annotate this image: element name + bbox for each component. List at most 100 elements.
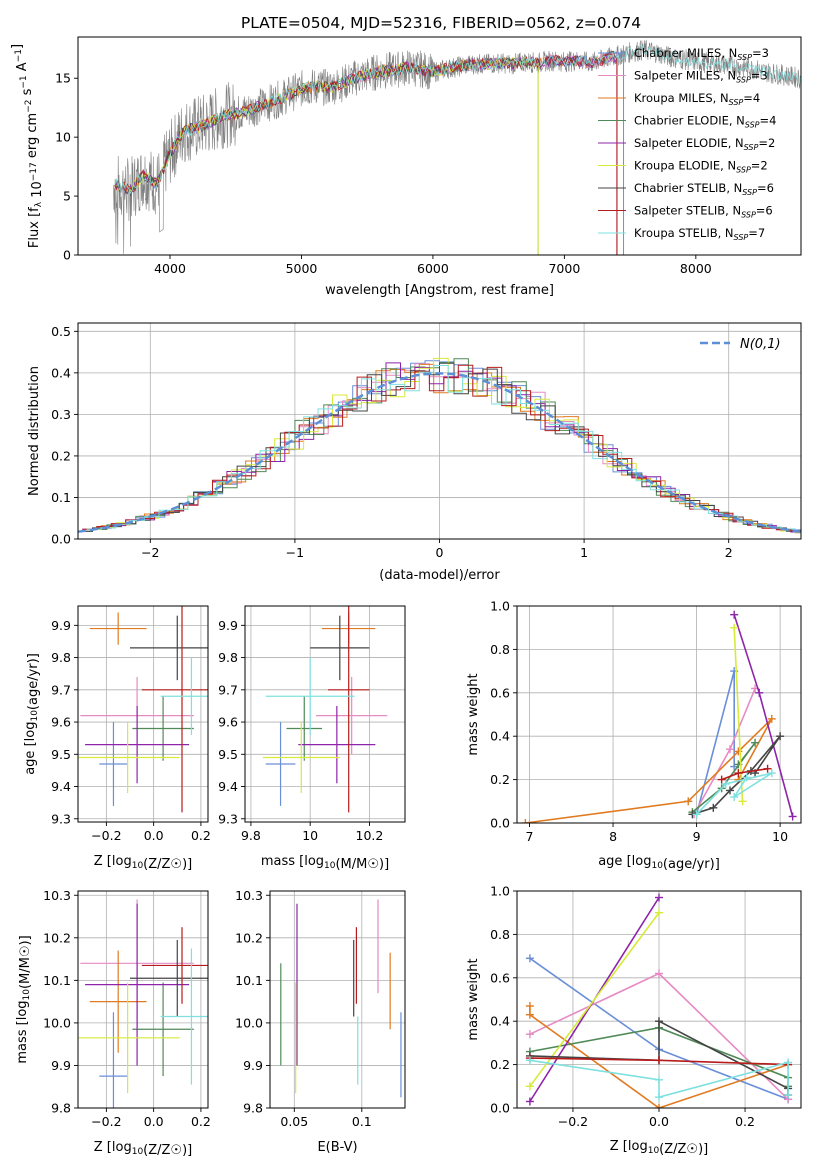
- plot-area: [78, 899, 208, 1108]
- legend-label: Kroupa ELODIE, NSSP=2: [634, 159, 768, 175]
- errorbar-point: [130, 939, 208, 1017]
- x-tick-label: 10.2: [356, 828, 384, 843]
- y-tick-label: 0.4: [490, 1014, 510, 1029]
- errorbar-point: [310, 615, 370, 681]
- errorbar-point: [89, 612, 147, 645]
- y-tick-label: 9.7: [51, 682, 71, 697]
- x-tick-label: 0.2: [735, 1114, 755, 1129]
- errorbar-point: [265, 722, 296, 806]
- y-tick-label: 10.1: [43, 973, 71, 988]
- gaussian-reference-line: [78, 372, 801, 533]
- plot-area: [78, 606, 208, 813]
- panel-weight-vs-age: 7 8 9 10 0.0 0.2 0.4 0.6 0.8 1.0 age [log10(age/yr…: [466, 599, 802, 872]
- panel-mass-vs-ebv: 0.05 0.1 9.8 9.9 10.0 10.1 10.2 10.3 E(B-V): [235, 888, 406, 1155]
- weight-marker: [525, 1002, 534, 1011]
- x-tick-label: 4000: [154, 261, 186, 276]
- y-tick-label: 0.0: [490, 816, 510, 831]
- axes-frame: −0.2 0.0 0.2 0.0 0.2 0.4 0.6 0.8 1.0: [490, 884, 802, 1129]
- weight-marker: [655, 1093, 663, 1102]
- y-tick-label: 0.5: [51, 324, 71, 339]
- weight-marker: [655, 1017, 663, 1026]
- y-axis-label: Normed distribution: [27, 366, 42, 496]
- y-tick-label: 1.0: [490, 884, 510, 899]
- axes-frame: 9.8 10 10.2 9.3 9.4 9.5 9.6 9.7 9.8 9.9: [218, 605, 406, 843]
- y-tick-label: 9.3: [51, 811, 71, 826]
- x-tick-label: 10: [302, 828, 318, 843]
- y-tick-label: 9.5: [51, 747, 71, 762]
- errorbar-point: [78, 982, 180, 1094]
- legend: Chabrier MILES, NSSP=3 Salpeter MILES, NS…: [598, 46, 776, 242]
- plot-area: [521, 610, 797, 823]
- errorbar-point: [85, 903, 190, 1066]
- grid: [270, 891, 405, 1109]
- y-axis-label: mass [log10(M/M☉)]: [15, 935, 33, 1063]
- x-tick-label: 0.05: [280, 1114, 308, 1129]
- x-tick-label: 5000: [286, 261, 318, 276]
- axes-frame-box: [77, 605, 209, 823]
- errorbar-point: [99, 722, 128, 806]
- x-axis-label: mass [log10(M/M☉)]: [261, 854, 389, 872]
- panel-age-vs-mass: 9.8 10 10.2 9.3 9.4 9.5 9.6 9.7 9.8 9.9 mass [log1…: [218, 605, 406, 872]
- errorbar-point: [327, 606, 370, 813]
- panel-weight-vs-Z: −0.2 0.0 0.2 0.0 0.2 0.4 0.6 0.8 1.0 Z [log10(Z/Z…: [466, 884, 802, 1157]
- errorbar-point: [132, 696, 194, 761]
- model-spectrum-line: [114, 43, 801, 195]
- grid: [78, 606, 208, 822]
- y-axis-label: age [log10(age/yr)]: [23, 653, 41, 775]
- plot-area: [280, 899, 402, 1098]
- x-axis-label: Z [log10(Z/Z☉)]: [94, 854, 192, 872]
- y-tick-label: 0.6: [490, 685, 510, 700]
- weight-marker: [525, 1082, 534, 1091]
- y-tick-label: 10: [55, 130, 71, 145]
- plot-area: [113, 39, 801, 255]
- model-spectrum-line: [114, 53, 617, 192]
- model-spectrum-line: [114, 51, 617, 194]
- axes-frame-box: [269, 890, 406, 1109]
- weight-marker: [784, 1058, 793, 1067]
- errorbar-point: [298, 705, 376, 784]
- axes-frame-box: [77, 890, 209, 1109]
- errorbar-point: [130, 615, 208, 681]
- x-tick-label: 10: [772, 829, 788, 844]
- errorbar-point: [265, 657, 355, 735]
- figure-title: PLATE=0504, MJD=52316, FIBERID=0562, z=0…: [241, 14, 641, 32]
- y-tick-label: 9.5: [218, 747, 238, 762]
- errorbar-point: [141, 606, 208, 813]
- y-tick-label: 9.6: [218, 715, 238, 730]
- weight-marker: [726, 745, 734, 754]
- x-tick-label: 8000: [680, 261, 712, 276]
- y-tick-label: 9.4: [218, 779, 238, 794]
- x-tick-label: 1: [580, 545, 588, 560]
- errorbar-point: [132, 982, 194, 1077]
- x-tick-label: 0.0: [649, 1114, 669, 1129]
- legend-label: Kroupa MILES, NSSP=4: [634, 91, 760, 107]
- y-tick-label: 10.2: [235, 930, 263, 945]
- x-axis-label: Z [log10(Z/Z☉)]: [610, 1139, 708, 1157]
- legend-label: Chabrier MILES, NSSP=3: [634, 46, 769, 62]
- weight-marker: [734, 747, 743, 756]
- errorbar-point: [141, 927, 208, 1004]
- legend-label: Kroupa STELIB, NSSP=7: [634, 226, 765, 242]
- grid: [245, 606, 405, 822]
- weight-marker: [784, 1090, 793, 1099]
- y-tick-label: 0.2: [51, 448, 71, 463]
- y-tick-label: 0.1: [51, 490, 71, 505]
- weight-marker: [655, 893, 663, 902]
- y-tick-label: 0.8: [490, 927, 510, 942]
- residual-histogram: [86, 365, 801, 533]
- x-tick-label: −0.2: [91, 828, 121, 843]
- errorbar-point: [99, 1012, 128, 1108]
- y-tick-label: 10.2: [43, 930, 71, 945]
- y-tick-label: 9.9: [51, 1058, 71, 1073]
- weight-marker: [726, 786, 734, 795]
- x-tick-label: −1: [286, 545, 304, 560]
- y-axis-label: mass weight: [466, 958, 481, 1040]
- y-tick-label: 9.6: [51, 715, 71, 730]
- weight-marker: [525, 1010, 534, 1019]
- weight-marker: [525, 1097, 534, 1106]
- axes-frame-box: [77, 36, 802, 256]
- axes-frame: −0.2 0.0 0.2 9.3 9.4 9.5 9.6 9.7 9.8 9.9: [51, 605, 211, 843]
- x-tick-label: 7000: [548, 261, 580, 276]
- legend-label: Salpeter ELODIE, NSSP=2: [634, 136, 775, 152]
- x-tick-label: −0.2: [558, 1114, 588, 1129]
